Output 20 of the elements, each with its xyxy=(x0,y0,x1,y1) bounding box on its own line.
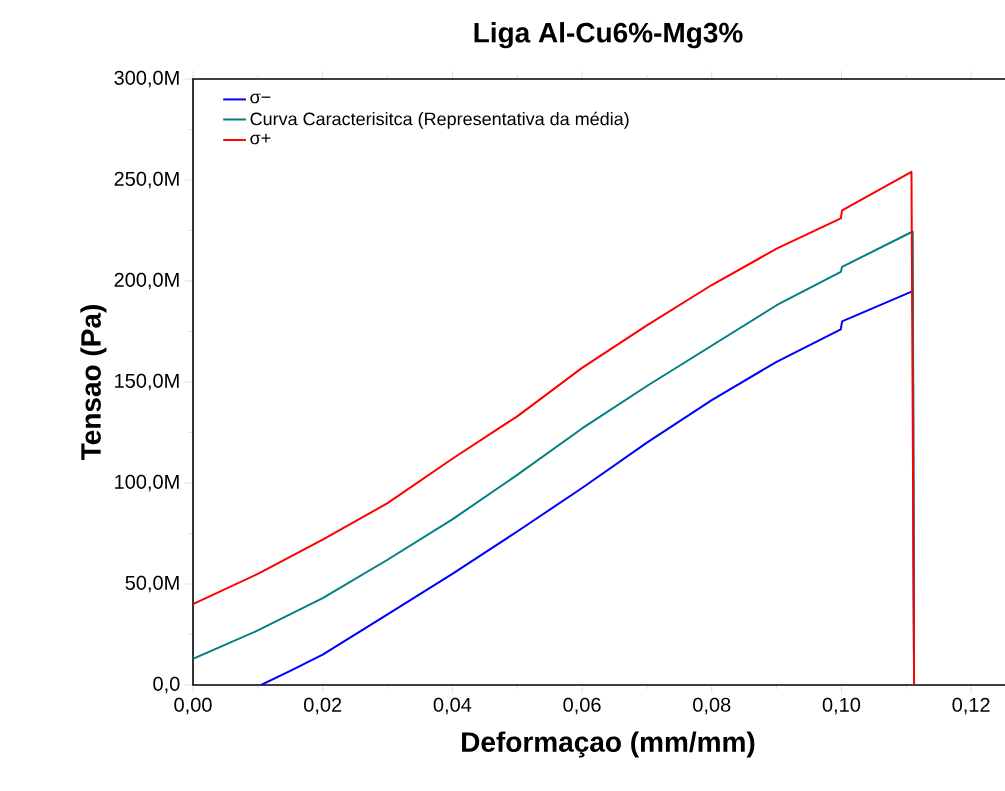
y-axis-title: Tensao (Pa) xyxy=(80,305,107,460)
y-tick-label: 150,0M xyxy=(115,373,179,391)
y-tick-label: 100,0M xyxy=(115,474,179,492)
x-tick-label: 0,02 xyxy=(304,697,342,715)
x-tick-label: 0,06 xyxy=(563,697,601,715)
x-tick-label: 0,04 xyxy=(433,697,472,715)
x-tick-label: 0,08 xyxy=(693,697,731,715)
x-tick-label: 0,10 xyxy=(822,697,861,715)
x-tick-label: 0,12 xyxy=(952,697,990,715)
y-tick-label: 200,0M xyxy=(114,272,179,290)
y-tick-label: 300,0M xyxy=(114,70,179,88)
y-tick-label: 0,0 xyxy=(153,676,180,694)
y-tick-label: 50,0M xyxy=(125,575,179,593)
legend-label: Curva Caracterisitca (Representativa da média) xyxy=(250,111,629,129)
x-tick-label: 0,00 xyxy=(174,697,212,715)
chart-title: Liga Al-Cu6%-Mg3% xyxy=(474,22,743,49)
legend-label: σ+ xyxy=(250,133,271,145)
x-axis-title: Deformaçao (mm/mm) xyxy=(462,731,755,758)
y-tick-label: 250,0M xyxy=(114,171,179,189)
legend-label: σ− xyxy=(250,93,271,104)
